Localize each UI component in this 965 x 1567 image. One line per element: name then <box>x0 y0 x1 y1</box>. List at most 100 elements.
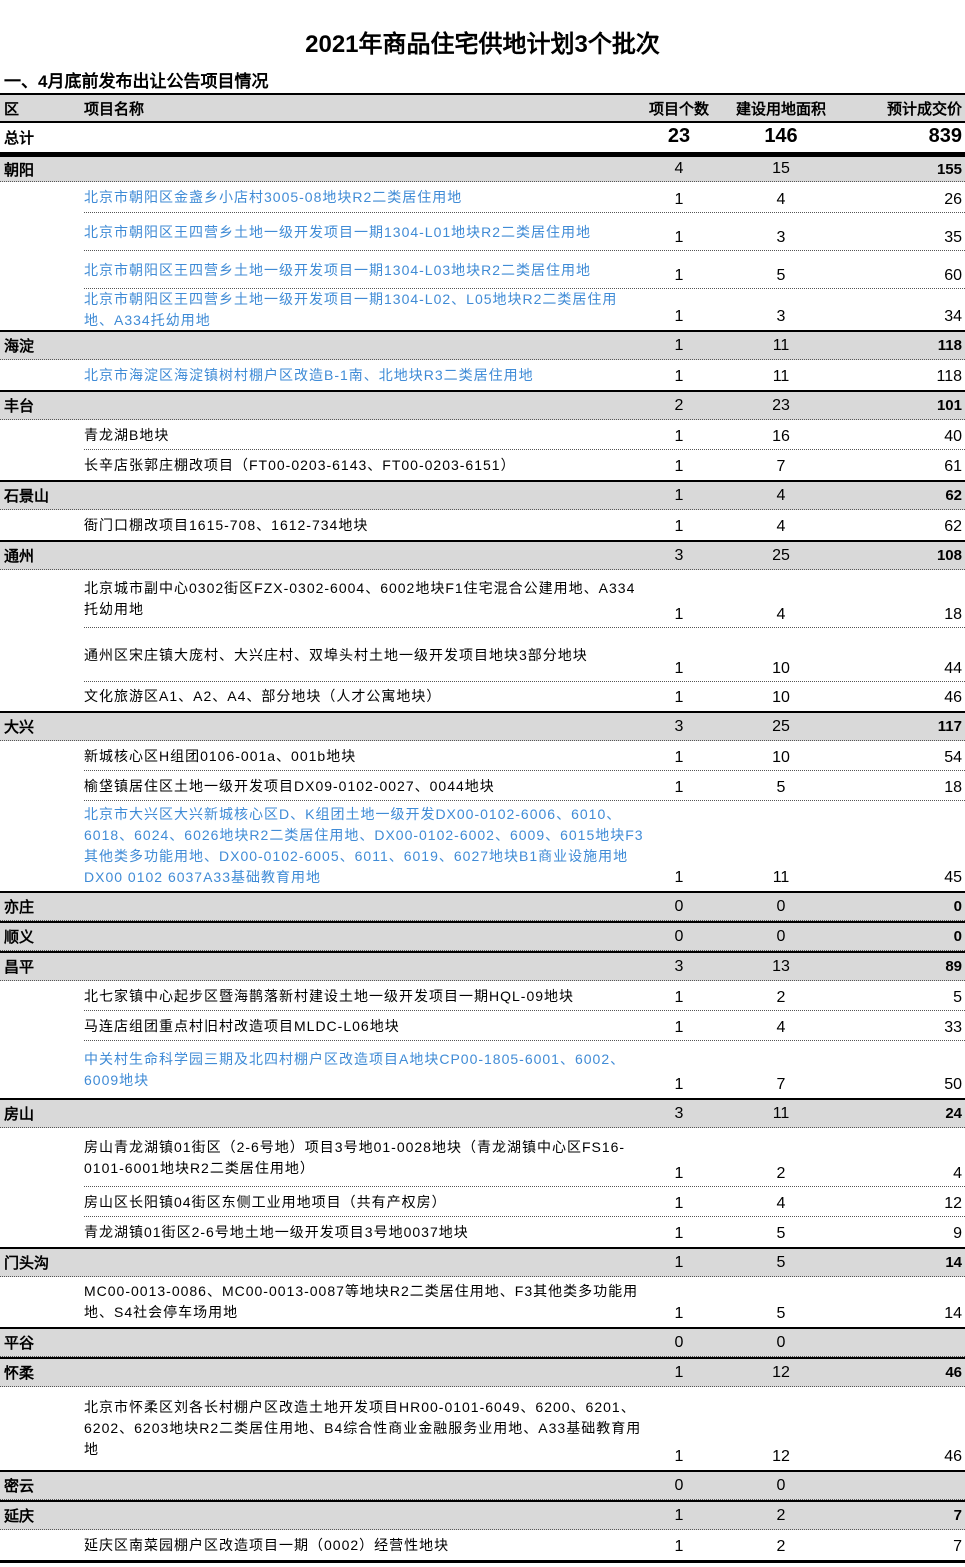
project-count: 4 <box>674 160 684 177</box>
project-count: 3 <box>674 1104 684 1122</box>
project-count: 3 <box>674 717 684 735</box>
project-count: 1 <box>674 869 684 886</box>
land-area: 11 <box>772 336 790 354</box>
estimated-price <box>840 1329 962 1356</box>
project-name: 北七家镇中心起步区暨海鹊落新村建设土地一级开发项目一期HQL-09地块 <box>84 987 575 1004</box>
project-name-link[interactable]: 北京市朝阳区王四营乡土地一级开发项目一期1304-L02、L05地块R2二类居住… <box>84 290 618 328</box>
project-name-link[interactable]: 北京市朝阳区王四营乡土地一级开发项目一期1304-L03地块R2二类居住用地 <box>84 261 592 278</box>
project-count: 1 <box>674 191 684 208</box>
project-row: 房山青龙湖镇01街区（2-6号地）项目3号地01-0028地块（青龙湖镇中心区F… <box>0 1128 965 1187</box>
land-supply-table: 区 项目名称 项目个数 建设用地面积 预计成交价 总计 23 146 839 朝… <box>0 93 965 1563</box>
land-area: 11 <box>772 869 790 886</box>
project-name-link[interactable]: 北京市朝阳区金盏乡小店村3005-08地块R2二类居住用地 <box>84 189 463 205</box>
district-name: 亦庄 <box>4 899 35 916</box>
project-row: 马连店组团重点村旧村改造项目MLDC-L06地块 1 4 33 <box>0 1011 965 1041</box>
project-row: 北京市朝阳区王四营乡土地一级开发项目一期1304-L03地块R2二类居住用地 1 5… <box>0 251 965 289</box>
project-name: 新城核心区H组团0106-001a、001b地块 <box>84 747 357 764</box>
estimated-price: 26 <box>944 191 962 208</box>
land-area: 2 <box>776 989 786 1006</box>
project-name-link[interactable]: 北京市朝阳区王四营乡土地一级开发项目一期1304-L01地块R2二类居住用地 <box>84 223 592 240</box>
project-row: 北京市怀柔区刘各长村棚户区改造土地开发项目HR00-0101-6049、6200… <box>0 1387 965 1470</box>
project-row: 青龙湖B地块 1 16 40 <box>0 420 965 450</box>
estimated-price: 18 <box>944 779 962 796</box>
land-area: 13 <box>772 957 790 975</box>
estimated-price: 117 <box>937 718 962 735</box>
district-row: 石景山 1 4 62 <box>0 480 965 510</box>
project-row: MC00-0013-0086、MC00-0013-0087等地块R2二类居住用地… <box>0 1277 965 1327</box>
project-row: 通州区宋庄镇大庞村、大兴庄村、双埠头村土地一级开发项目地块3部分地块 1 10 44 <box>0 628 965 682</box>
project-name: 长辛店张郭庄棚改项目（FT00-0203-6143、FT00-0203-6151… <box>84 456 516 473</box>
project-row: 北京市海淀区海淀镇树村棚户区改造B-1南、北地块R3二类居住用地 1 11 118 <box>0 360 965 390</box>
project-count: 1 <box>674 1506 684 1524</box>
estimated-price: 118 <box>936 368 962 385</box>
project-name: 马连店组团重点村旧村改造项目MLDC-L06地块 <box>84 1017 400 1034</box>
project-name-link[interactable]: 北京市海淀区海淀镇树村棚户区改造B-1南、北地块R3二类居住用地 <box>84 366 534 383</box>
total-label: 总计 <box>4 130 35 147</box>
land-area: 5 <box>776 1225 786 1242</box>
project-count: 1 <box>674 308 684 325</box>
project-row: 北京市朝阳区王四营乡土地一级开发项目一期1304-L02、L05地块R2二类居住… <box>0 289 965 330</box>
project-count: 0 <box>674 927 684 945</box>
project-count: 1 <box>674 267 684 284</box>
project-name-link[interactable]: 北京市大兴区大兴新城核心区D、K组团土地一级开发DX00-0102-6006、6… <box>84 806 644 885</box>
estimated-price: 62 <box>944 518 962 535</box>
land-area: 0 <box>776 927 786 945</box>
land-area: 5 <box>776 1305 786 1322</box>
header-area: 建设用地面积 <box>735 100 826 118</box>
project-name: 北京市怀柔区刘各长村棚户区改造土地开发项目HR00-0101-6049、6200… <box>84 1399 642 1457</box>
project-name-link[interactable]: 中关村生命科学园三期及北四村棚户区改造项目A地块CP00-1805-6001、6… <box>84 1050 626 1088</box>
table-header: 区 项目名称 项目个数 建设用地面积 预计成交价 <box>0 95 965 123</box>
land-area: 0 <box>776 897 786 915</box>
estimated-price: 155 <box>936 160 962 178</box>
project-count: 1 <box>674 1165 684 1182</box>
estimated-price: 50 <box>944 1076 962 1093</box>
estimated-price: 108 <box>936 547 962 564</box>
district-row: 朝阳 4 15 155 <box>0 155 965 182</box>
total-price: 839 <box>928 125 962 147</box>
land-area: 7 <box>776 1076 786 1093</box>
header-district: 区 <box>4 100 20 118</box>
estimated-price: 61 <box>944 458 962 475</box>
estimated-price: 7 <box>953 1507 962 1524</box>
project-row: 衙门口棚改项目1615-708、1612-734地块 1 4 62 <box>0 510 965 540</box>
land-area: 5 <box>776 1253 786 1271</box>
page-title: 2021年商品住宅供地计划3个批次 <box>305 31 660 58</box>
land-area: 4 <box>776 1019 786 1036</box>
land-area: 4 <box>776 191 786 208</box>
project-count: 1 <box>674 1538 684 1555</box>
header-count: 项目个数 <box>648 100 709 118</box>
district-row: 门头沟 1 5 14 <box>0 1247 965 1277</box>
estimated-price <box>840 1472 962 1499</box>
total-count: 23 <box>667 125 691 147</box>
project-count: 1 <box>674 1253 684 1271</box>
project-count: 1 <box>674 486 684 504</box>
project-name: 房山区长阳镇04街区东侧工业用地项目（共有产权房） <box>84 1193 447 1210</box>
project-row: 北京市朝阳区金盏乡小店村3005-08地块R2二类居住用地 1 4 26 <box>0 182 965 213</box>
project-row: 长辛店张郭庄棚改项目（FT00-0203-6143、FT00-0203-6151… <box>0 450 965 480</box>
estimated-price: 14 <box>945 1254 962 1271</box>
project-count: 1 <box>674 660 684 677</box>
project-name: 衙门口棚改项目1615-708、1612-734地块 <box>84 516 369 533</box>
district-name: 海淀 <box>4 338 35 355</box>
estimated-price: 44 <box>944 660 962 677</box>
project-row: 北七家镇中心起步区暨海鹊落新村建设土地一级开发项目一期HQL-09地块 1 2 5 <box>0 981 965 1011</box>
project-count: 1 <box>674 779 684 796</box>
project-count: 1 <box>674 1305 684 1322</box>
estimated-price: 5 <box>953 989 962 1006</box>
estimated-price: 101 <box>936 397 962 414</box>
estimated-price: 18 <box>944 606 962 623</box>
estimated-price: 7 <box>953 1538 962 1555</box>
project-row: 北京城市副中心0302街区FZX-0302-6004、6002地块F1住宅混合公… <box>0 570 965 628</box>
land-area: 11 <box>772 1104 790 1122</box>
land-area: 5 <box>776 779 786 796</box>
project-count: 1 <box>674 689 684 706</box>
district-name: 顺义 <box>4 929 35 946</box>
estimated-price: 89 <box>945 958 962 975</box>
district-row: 大兴 3 25 117 <box>0 711 965 741</box>
project-row: 中关村生命科学园三期及北四村棚户区改造项目A地块CP00-1805-6001、6… <box>0 1041 965 1098</box>
district-name: 怀柔 <box>4 1365 35 1382</box>
estimated-price: 4 <box>953 1165 962 1182</box>
project-count: 3 <box>674 957 684 975</box>
project-count: 1 <box>674 1225 684 1242</box>
section-title: 一、4月底前发布出让公告项目情况 <box>4 72 269 91</box>
